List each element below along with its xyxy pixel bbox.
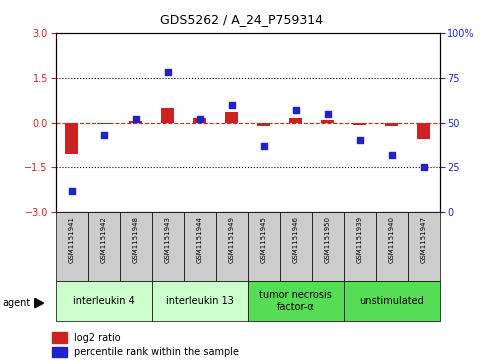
Text: GSM1151941: GSM1151941: [69, 216, 74, 263]
Bar: [248, 212, 280, 281]
Bar: [225, 112, 238, 123]
Text: interleukin 13: interleukin 13: [166, 296, 233, 306]
Point: [196, 116, 203, 122]
Text: GSM1151950: GSM1151950: [325, 216, 330, 263]
Bar: [280, 212, 312, 281]
Point: [420, 164, 427, 170]
Point: [355, 138, 363, 143]
Point: [324, 111, 331, 117]
Bar: [376, 212, 408, 281]
Point: [99, 132, 107, 138]
Text: GSM1151946: GSM1151946: [293, 216, 298, 263]
Bar: [321, 120, 334, 123]
Bar: [87, 212, 120, 281]
Text: interleukin 4: interleukin 4: [72, 296, 134, 306]
Text: GSM1151940: GSM1151940: [388, 216, 395, 263]
Bar: [152, 212, 184, 281]
Text: GSM1151942: GSM1151942: [100, 216, 107, 263]
Bar: [193, 118, 206, 123]
Text: tumor necrosis
factor-α: tumor necrosis factor-α: [259, 290, 332, 312]
Bar: [152, 281, 248, 321]
Point: [388, 152, 396, 158]
Bar: [343, 212, 376, 281]
Text: log2 ratio: log2 ratio: [74, 333, 120, 343]
Bar: [257, 123, 270, 126]
Point: [68, 188, 75, 194]
Bar: [248, 281, 343, 321]
Bar: [56, 281, 152, 321]
Bar: [53, 333, 67, 343]
Point: [164, 69, 171, 75]
Bar: [161, 107, 174, 123]
Bar: [385, 123, 398, 126]
Bar: [53, 347, 67, 357]
Point: [132, 116, 140, 122]
Bar: [129, 121, 142, 123]
Text: GSM1151943: GSM1151943: [165, 216, 170, 263]
Text: agent: agent: [2, 298, 30, 308]
Text: GDS5262 / A_24_P759314: GDS5262 / A_24_P759314: [160, 13, 323, 26]
Bar: [417, 123, 430, 139]
Text: GSM1151945: GSM1151945: [260, 216, 267, 263]
Point: [292, 107, 299, 113]
Bar: [312, 212, 343, 281]
Bar: [343, 281, 440, 321]
Text: GSM1151948: GSM1151948: [132, 216, 139, 263]
Bar: [120, 212, 152, 281]
Point: [260, 143, 268, 149]
Text: GSM1151944: GSM1151944: [197, 216, 202, 263]
Bar: [289, 118, 302, 123]
Bar: [408, 212, 440, 281]
Text: unstimulated: unstimulated: [359, 296, 424, 306]
Polygon shape: [35, 298, 43, 308]
Point: [227, 102, 235, 107]
Bar: [353, 123, 366, 125]
Bar: [97, 123, 110, 124]
Bar: [215, 212, 248, 281]
Text: GSM1151939: GSM1151939: [356, 216, 363, 263]
Bar: [56, 212, 87, 281]
Bar: [184, 212, 215, 281]
Text: GSM1151947: GSM1151947: [421, 216, 426, 263]
Text: GSM1151949: GSM1151949: [228, 216, 235, 263]
Text: percentile rank within the sample: percentile rank within the sample: [74, 347, 239, 357]
Bar: [65, 123, 78, 154]
